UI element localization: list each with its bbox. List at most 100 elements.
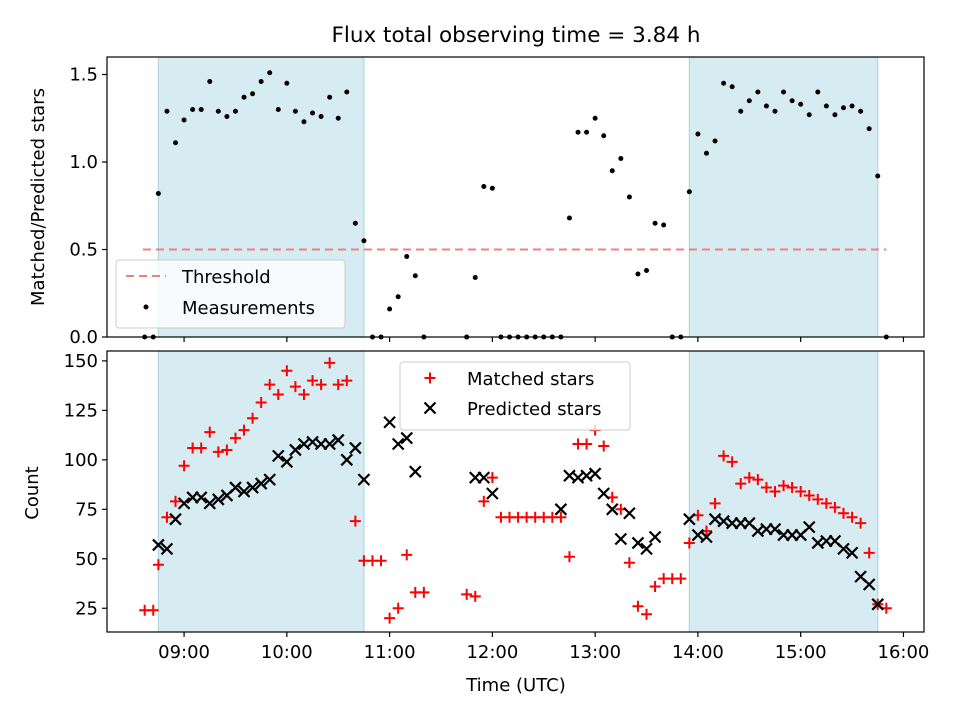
bottom-y-tick-label: 100 <box>64 450 98 471</box>
predicted-star-point <box>768 522 782 536</box>
measurement-point <box>412 273 418 279</box>
matched-star-point <box>418 586 430 598</box>
top-y-tick-label: 1.0 <box>69 152 98 173</box>
measurement-point <box>344 89 350 95</box>
predicted-star-point <box>289 443 302 457</box>
bottom-axes: 25 50 75 100 125 150 09:00 10:00 11:00 12:00 13:00… <box>64 350 930 663</box>
predicted-star-point <box>700 530 713 544</box>
x-axis-label: Time (UTC) <box>465 675 566 696</box>
measurement-point <box>472 275 478 280</box>
legend-predicted-label: Predicted stars <box>467 399 601 420</box>
legend-measurements-swatch <box>143 304 149 310</box>
measurement-point <box>721 80 727 86</box>
predicted-star-point <box>177 497 191 510</box>
matched-star-point <box>803 489 815 501</box>
matched-star-point <box>769 486 781 497</box>
measurement-point <box>404 254 410 259</box>
bottom-y-tick-label: 75 <box>75 499 98 520</box>
matched-star-point <box>332 379 344 391</box>
predicted-star-point <box>845 546 859 560</box>
predicted-star-point <box>802 520 816 534</box>
measurement-point <box>301 119 307 125</box>
legend-threshold-label: Threshold <box>181 267 271 288</box>
predicted-star-point <box>605 503 619 516</box>
predicted-star-point <box>597 487 610 500</box>
matched-star-point <box>812 493 824 505</box>
top-panel: 0.0 0.5 1.0 1.5 Threshold Measurements Matc… <box>28 56 925 348</box>
predicted-star-point <box>160 542 174 556</box>
predicted-star-point <box>391 437 405 451</box>
matched-star-point <box>272 389 284 401</box>
predicted-star-point <box>477 471 491 484</box>
matched-star-point <box>461 588 473 600</box>
predicted-star-point <box>331 433 345 447</box>
measurement-point <box>387 306 393 312</box>
bottom-plot-frame <box>106 350 925 633</box>
measurement-point <box>258 79 264 84</box>
matched-star-point <box>726 456 738 468</box>
bottom-x-tick-label: 13:00 <box>569 642 621 663</box>
measurement-point <box>292 108 298 114</box>
matched-star-point <box>221 444 233 456</box>
matched-star-point <box>846 511 858 523</box>
top-shaded-interval <box>689 57 878 337</box>
matched-star-point <box>632 600 644 612</box>
predicted-star-point <box>357 473 371 486</box>
matched-star-point <box>289 381 301 393</box>
legend-measurements-label: Measurements <box>182 298 315 319</box>
matched-star-point <box>204 426 216 438</box>
measurement-point <box>592 115 598 121</box>
measurement-point <box>823 103 829 109</box>
matched-star-point <box>349 515 361 527</box>
predicted-star-point <box>837 542 850 556</box>
measurement-point <box>566 215 572 221</box>
measurement-point <box>489 185 495 191</box>
matched-star-point <box>709 497 721 509</box>
bottom-shaded-interval <box>689 351 878 632</box>
measurement-point <box>626 194 632 200</box>
measurement-point <box>284 80 290 86</box>
predicted-star-point <box>237 485 251 498</box>
measurement-point <box>395 294 401 300</box>
bottom-y-tick-label: 150 <box>64 351 98 372</box>
measurement-point <box>703 150 709 156</box>
measurement-point <box>866 126 872 132</box>
measurement-point <box>275 107 281 112</box>
matched-star-point <box>795 486 807 497</box>
measurement-point <box>832 112 838 118</box>
predicted-star-point <box>486 487 499 500</box>
measurement-point <box>840 105 846 111</box>
matched-star-point <box>281 365 293 377</box>
top-legend: Threshold Measurements <box>115 259 346 329</box>
matched-star-point <box>315 379 327 391</box>
matched-star-point <box>264 379 276 391</box>
matched-star-point <box>743 472 755 484</box>
predicted-star-point <box>349 441 362 455</box>
bottom-x-tick-label: 16:00 <box>878 642 930 663</box>
bottom-x-tick-label: 11:00 <box>364 642 416 663</box>
matched-star-point <box>152 559 164 571</box>
matched-star-point <box>563 551 575 563</box>
bottom-y-tick-label: 125 <box>64 400 98 421</box>
predicted-star-point <box>623 506 636 520</box>
measurement-point <box>652 220 658 226</box>
measurement-point <box>207 79 213 84</box>
bottom-legend: Matched stars Predicted stars <box>399 361 631 431</box>
top-y-tick-label: 0.5 <box>69 240 98 261</box>
measurement-point <box>198 107 204 112</box>
measurement-point <box>875 173 881 179</box>
chart-title: Flux total observing time = 3.84 h <box>332 23 701 48</box>
bottom-legend-box <box>399 361 631 431</box>
matched-star-point <box>752 474 764 486</box>
measurement-point <box>798 101 804 107</box>
predicted-star-point <box>871 598 885 611</box>
measurement-point <box>250 91 256 97</box>
matched-star-point <box>384 612 396 624</box>
matched-star-point <box>469 590 481 602</box>
matched-star-point <box>718 450 730 462</box>
measurement-point <box>849 103 855 109</box>
matched-star-point <box>170 495 182 507</box>
matched-star-point <box>581 438 593 450</box>
measurement-point <box>318 114 324 119</box>
matched-star-point <box>598 440 610 452</box>
